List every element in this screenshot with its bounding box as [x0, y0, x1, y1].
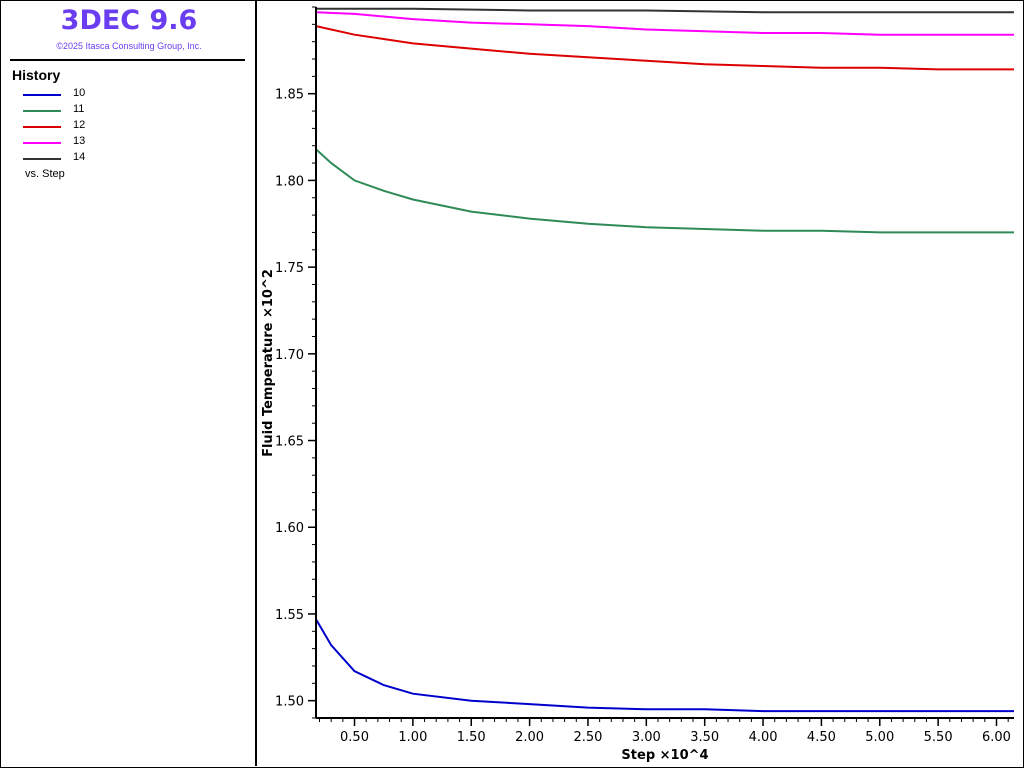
- copyright-text: ©2025 Itasca Consulting Group, Inc.: [56, 41, 202, 51]
- series-line-10: [315, 618, 1014, 713]
- y-tick-label: 1.75: [275, 261, 304, 276]
- x-tick-label: 4.00: [749, 730, 778, 745]
- x-axis-label: Step ×10^4: [621, 748, 708, 763]
- legend-swatch: [23, 142, 61, 144]
- x-tick-label: 6.00: [982, 730, 1011, 745]
- y-tick-label: 1.55: [275, 608, 304, 623]
- y-tick-label: 1.60: [275, 521, 304, 536]
- y-tick-label: 1.50: [275, 695, 304, 710]
- legend-divider: [10, 59, 245, 61]
- legend-panel: 3DEC 9.6 ©2025 Itasca Consulting Group, …: [1, 1, 257, 766]
- legend-item: 10: [21, 87, 221, 103]
- y-tick-label: 1.80: [275, 174, 304, 189]
- series-line-12: [315, 25, 1014, 71]
- x-tick-label: 1.00: [398, 730, 427, 745]
- legend-swatch: [23, 94, 61, 96]
- series-layer: [315, 7, 1014, 713]
- legend-item: 14: [21, 151, 221, 167]
- axes-layer: 1.50 1.55 1.60 1.65 1.70 1.75 1.80 1.85 0.50 1.00…: [275, 6, 1014, 745]
- series-line-11: [315, 148, 1014, 234]
- y-tick-label: 1.65: [275, 435, 304, 450]
- x-tick-label: 2.50: [573, 730, 602, 745]
- x-tick-label: 3.00: [632, 730, 661, 745]
- legend-swatch: [23, 110, 61, 112]
- x-tick-label: 2.00: [515, 730, 544, 745]
- x-tick-label: 1.50: [457, 730, 486, 745]
- y-tick-label: 1.85: [275, 88, 304, 103]
- series-line-14: [316, 7, 1014, 14]
- legend-list: 10 11 12 13 14: [21, 87, 221, 167]
- x-tick-label: 5.00: [865, 730, 894, 745]
- legend-title: History: [12, 67, 61, 83]
- legend-label: 14: [73, 151, 86, 163]
- legend-label: 11: [73, 103, 85, 115]
- legend-swatch: [23, 158, 61, 160]
- legend-item: 13: [21, 135, 221, 151]
- x-tick-label: 5.50: [924, 730, 953, 745]
- y-tick-label: 1.70: [275, 348, 304, 363]
- y-axis-label: Fluid Temperature ×10^2: [261, 269, 276, 457]
- legend-vs-label: vs. Step: [25, 168, 65, 180]
- legend-label: 10: [73, 87, 86, 99]
- app-title: 3DEC 9.6: [60, 5, 198, 36]
- legend-label: 12: [73, 119, 86, 131]
- legend-swatch: [23, 126, 61, 128]
- history-plot: 1.50 1.55 1.60 1.65 1.70 1.75 1.80 1.85 0.50 1.00…: [261, 6, 1014, 763]
- series-line-13: [315, 11, 1014, 36]
- legend-label: 13: [73, 135, 86, 147]
- x-tick-label: 0.50: [340, 730, 369, 745]
- x-tick-label: 4.50: [807, 730, 836, 745]
- x-tick-label: 3.50: [690, 730, 719, 745]
- legend-item: 12: [21, 119, 221, 135]
- legend-item: 11: [21, 103, 221, 119]
